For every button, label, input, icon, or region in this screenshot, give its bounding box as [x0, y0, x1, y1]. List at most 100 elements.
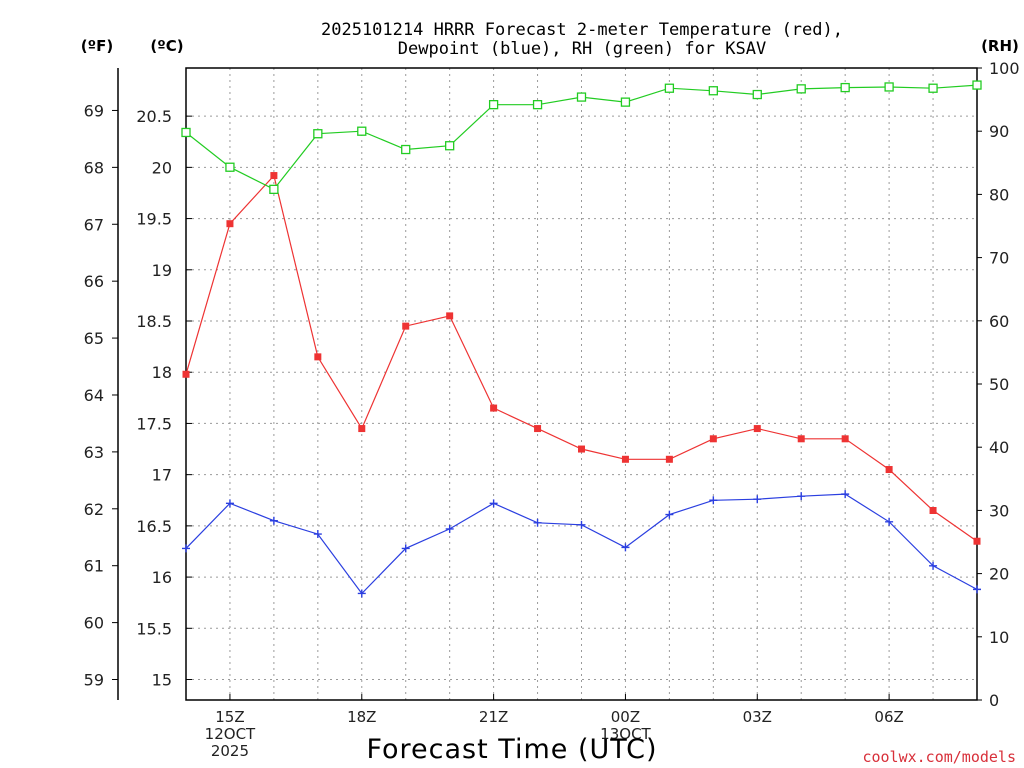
fahrenheit-tick-label: 66	[84, 272, 104, 291]
celsius-tick-label: 19	[152, 261, 172, 280]
x-tick-label: 06Z	[874, 708, 903, 726]
plot-frame	[185, 67, 978, 701]
rh-tick-label: 80	[989, 185, 1009, 204]
dewpoint-point	[182, 544, 190, 553]
celsius-axis: 15 15.5 16 16.5 17 17.5 18 18.5 19 19.5 20 20.5	[136, 107, 192, 690]
dewpoint-point	[533, 518, 542, 527]
fahrenheit-tick-label: 67	[84, 215, 104, 234]
rh-tick-label: 60	[989, 312, 1009, 331]
celsius-tick-label: 20.5	[136, 107, 172, 126]
rh-point	[357, 126, 367, 136]
fahrenheit-unit-label: (ºF)	[81, 37, 113, 55]
fahrenheit-tick-label: 63	[84, 443, 104, 462]
celsius-tick-label: 16.5	[136, 517, 172, 536]
temperature-point	[621, 455, 629, 463]
rh-point	[181, 127, 191, 138]
fahrenheit-tick-label: 61	[84, 557, 104, 576]
celsius-tick-label: 15.5	[136, 619, 172, 638]
rh-point	[620, 97, 631, 107]
temperature-point	[665, 455, 673, 463]
celsius-tick-label: 20	[152, 158, 172, 177]
temperature-point	[490, 404, 498, 412]
temperature-point	[358, 425, 366, 433]
x-tick-label: 15Z	[215, 708, 244, 726]
dewpoint-point	[577, 520, 586, 529]
dewpoint-point	[841, 490, 850, 499]
rh-point	[928, 83, 938, 93]
rh-point	[840, 82, 850, 93]
dewpoint-point	[753, 495, 762, 504]
rh-point	[752, 89, 762, 100]
rh-point	[488, 100, 499, 110]
rh-point	[576, 92, 587, 102]
x-tick-label: 03Z	[743, 708, 772, 726]
rh-series	[181, 80, 982, 194]
dewpoint-point	[269, 516, 278, 525]
temperature-point	[753, 425, 761, 433]
temperature-point	[709, 435, 717, 443]
rh-point	[884, 82, 894, 92]
dewpoint-point	[797, 492, 806, 501]
rh-tick-label: 70	[989, 249, 1009, 268]
x-tick-label: 2025	[211, 742, 249, 760]
dewpoint-point	[225, 499, 234, 508]
celsius-tick-label: 17	[152, 466, 172, 485]
rh-point	[445, 141, 455, 151]
rh-tick-label: 20	[989, 565, 1009, 584]
temperature-point	[885, 466, 893, 474]
temperature-point	[182, 370, 190, 378]
rh-point	[225, 162, 235, 172]
dewpoint-point	[401, 544, 410, 553]
x-tick-label: 21Z	[479, 708, 508, 726]
fahrenheit-tick-label: 68	[84, 158, 104, 177]
rh-point	[796, 84, 806, 94]
series-layer	[181, 80, 982, 598]
rh-tick-label: 30	[989, 501, 1009, 520]
rh-axis: 0 10 20 30 40 50 60 70 80 90 100	[977, 59, 1020, 710]
x-tick-label: 13OCT	[600, 725, 651, 743]
rh-tick-label: 100	[989, 59, 1020, 78]
temperature-series	[182, 172, 981, 545]
temperature-point	[402, 322, 410, 330]
fahrenheit-axis: 59 60 61 62 63 64 65 66 67 68 69	[84, 101, 118, 690]
dewpoint-point	[357, 589, 366, 598]
credit-label: coolwx.com/models	[862, 748, 1016, 766]
celsius-tick-label: 18	[152, 363, 172, 382]
celsius-tick-label: 17.5	[136, 414, 172, 433]
x-tick-label: 00Z	[611, 708, 640, 726]
fahrenheit-tick-label: 62	[84, 500, 104, 519]
celsius-tick-label: 15	[152, 671, 172, 690]
dewpoint-point	[445, 524, 454, 533]
dewpoint-point	[665, 510, 674, 519]
dewpoint-point	[489, 499, 498, 508]
temperature-point	[578, 445, 585, 453]
rh-tick-label: 0	[989, 691, 999, 710]
chart-title-line-1: 2025101214 HRRR Forecast 2-meter Tempera…	[321, 20, 843, 40]
fahrenheit-tick-label: 59	[84, 671, 104, 690]
temperature-point	[973, 537, 981, 545]
dewpoint-point	[929, 561, 938, 570]
fahrenheit-tick-label: 65	[84, 329, 104, 348]
fahrenheit-tick-label: 69	[84, 101, 104, 120]
temperature-point	[929, 507, 937, 515]
rh-point	[313, 129, 323, 139]
dewpoint-point	[313, 530, 322, 539]
temperature-point	[446, 312, 454, 320]
temperature-point	[270, 172, 278, 180]
rh-point	[664, 83, 675, 93]
fahrenheit-tick-label: 60	[84, 614, 104, 633]
rh-tick-label: 50	[989, 375, 1009, 394]
temperature-point	[534, 425, 542, 433]
celsius-tick-label: 16	[152, 568, 172, 587]
rh-point	[401, 144, 411, 155]
grid-lines	[186, 68, 977, 700]
chart-title-line-2: Dewpoint (blue), RH (green) for KSAV	[398, 39, 766, 59]
x-tick-label: 18Z	[347, 708, 376, 726]
rh-tick-label: 40	[989, 438, 1009, 457]
temperature-point	[841, 435, 849, 443]
dewpoint-point	[973, 585, 981, 594]
dewpoint-series	[182, 490, 981, 598]
dewpoint-point	[709, 496, 718, 505]
